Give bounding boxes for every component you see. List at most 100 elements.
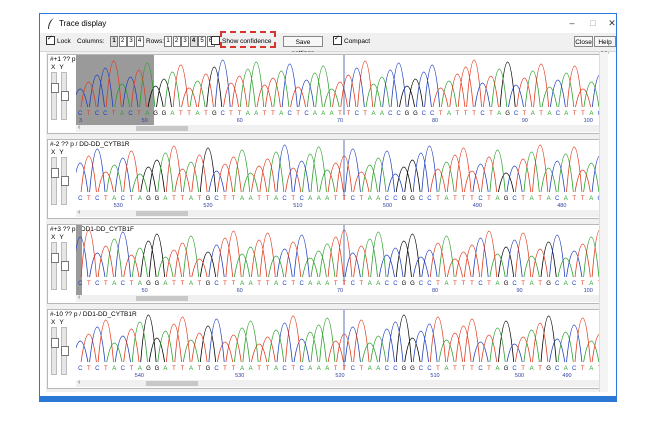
horizontal-scrollbar[interactable]: ‹› xyxy=(76,209,603,217)
scroll-left-icon[interactable]: ‹ xyxy=(78,124,81,131)
base-call: A xyxy=(444,281,448,287)
scrollbar-thumb[interactable] xyxy=(146,381,198,386)
base-call: C xyxy=(288,111,293,117)
base-call: G xyxy=(146,281,151,287)
y-scale-slider[interactable] xyxy=(61,157,69,205)
rows-option-4[interactable]: 4 xyxy=(189,36,198,47)
base-call: A xyxy=(308,196,312,202)
rows-option-5[interactable]: 5 xyxy=(198,36,206,47)
base-call: A xyxy=(163,196,167,202)
base-call: T xyxy=(436,196,440,202)
slider-thumb[interactable] xyxy=(61,176,69,186)
base-call: A xyxy=(495,196,499,202)
x-scale-slider[interactable] xyxy=(51,242,59,290)
vertical-scrollbar[interactable] xyxy=(599,52,608,392)
slider-thumb[interactable] xyxy=(61,91,69,101)
horizontal-scrollbar[interactable]: ‹› xyxy=(76,124,603,132)
base-call: C xyxy=(556,111,561,117)
slider-thumb[interactable] xyxy=(51,168,59,178)
horizontal-scrollbar[interactable]: ‹› xyxy=(76,294,603,302)
base-call: T xyxy=(179,111,183,117)
rows-option-1[interactable]: 1 xyxy=(164,36,172,47)
xy-scale-labels: XY xyxy=(51,64,68,71)
base-call: T xyxy=(198,366,202,372)
trace-header: #+3 ?? p / DD1-DD_CYTB1F xyxy=(50,226,134,233)
save-settings-button[interactable]: Save settings xyxy=(283,36,323,57)
scroll-left-icon[interactable]: ‹ xyxy=(78,379,81,386)
base-call: G xyxy=(146,196,151,202)
scrollbar-thumb[interactable] xyxy=(136,296,188,301)
base-call: T xyxy=(232,196,236,202)
base-call: C xyxy=(282,366,287,372)
base-call: G xyxy=(212,111,217,117)
trace-T-line xyxy=(80,59,591,108)
base-call: T xyxy=(263,111,267,117)
position-tick-label: 530 xyxy=(235,373,244,379)
base-call: A xyxy=(589,366,593,372)
columns-option-2[interactable]: 2 xyxy=(118,36,127,47)
base-call: T xyxy=(130,196,134,202)
slider-thumb[interactable] xyxy=(61,346,69,356)
base-call: G xyxy=(155,196,160,202)
scroll-left-icon[interactable]: ‹ xyxy=(78,294,81,301)
close-button[interactable]: Close xyxy=(574,36,593,47)
scrollbar-thumb[interactable] xyxy=(136,211,188,216)
base-call: G xyxy=(405,111,410,117)
x-scale-slider[interactable] xyxy=(51,157,59,205)
horizontal-scrollbar[interactable]: ‹› xyxy=(76,379,603,387)
rows-option-3[interactable]: 3 xyxy=(181,36,189,47)
base-call: A xyxy=(274,196,278,202)
base-call: A xyxy=(321,111,325,117)
columns-option-3[interactable]: 3 xyxy=(127,36,135,47)
lock-toggle[interactable]: Lock xyxy=(46,34,71,48)
base-call: C xyxy=(422,111,427,117)
slider-thumb[interactable] xyxy=(51,253,59,263)
help-button[interactable]: Help >> xyxy=(594,36,616,57)
base-call: G xyxy=(505,111,510,117)
scrollbar-thumb[interactable] xyxy=(136,126,188,131)
y-scale-slider[interactable] xyxy=(61,327,69,375)
y-scale-slider[interactable] xyxy=(61,242,69,290)
show-confidence-toggle[interactable]: Show confidence xyxy=(211,35,272,48)
base-call: T xyxy=(572,196,576,202)
y-scale-slider[interactable] xyxy=(61,72,69,120)
minimize-button[interactable]: – xyxy=(569,18,575,28)
base-call: T xyxy=(112,111,116,117)
rows-option-2[interactable]: 2 xyxy=(172,36,181,47)
maximize-button[interactable]: □ xyxy=(590,18,596,28)
close-window-button[interactable]: ✕ xyxy=(608,18,616,28)
base-call: C xyxy=(282,281,287,287)
base-call: C xyxy=(555,196,560,202)
columns-option-4[interactable]: 4 xyxy=(135,36,144,47)
columns-option-1[interactable]: 1 xyxy=(110,36,118,47)
slider-thumb[interactable] xyxy=(51,338,59,348)
base-call: T xyxy=(462,366,466,372)
base-call: C xyxy=(385,366,390,372)
base-call: C xyxy=(78,196,83,202)
x-scale-slider[interactable] xyxy=(51,72,59,120)
rows-label: Rows: xyxy=(146,38,165,45)
scroll-left-icon[interactable]: ‹ xyxy=(78,209,81,216)
show-confidence-checkbox[interactable] xyxy=(211,35,220,45)
base-call: C xyxy=(427,281,432,287)
base-call: A xyxy=(564,366,568,372)
slider-thumb[interactable] xyxy=(51,83,59,93)
compact-toggle[interactable]: Compact xyxy=(333,34,370,48)
base-call: A xyxy=(112,366,116,372)
feather-icon xyxy=(48,18,54,29)
slider-thumb[interactable] xyxy=(61,261,69,271)
base-call: C xyxy=(128,111,133,117)
compact-checkbox[interactable] xyxy=(333,34,342,45)
base-call: A xyxy=(189,366,193,372)
x-scale-slider[interactable] xyxy=(51,327,59,375)
position-tick-label: 50 xyxy=(142,288,148,294)
lock-checkbox[interactable] xyxy=(46,34,55,45)
base-call: C xyxy=(95,366,100,372)
base-call: T xyxy=(266,196,270,202)
base-call: A xyxy=(317,366,321,372)
